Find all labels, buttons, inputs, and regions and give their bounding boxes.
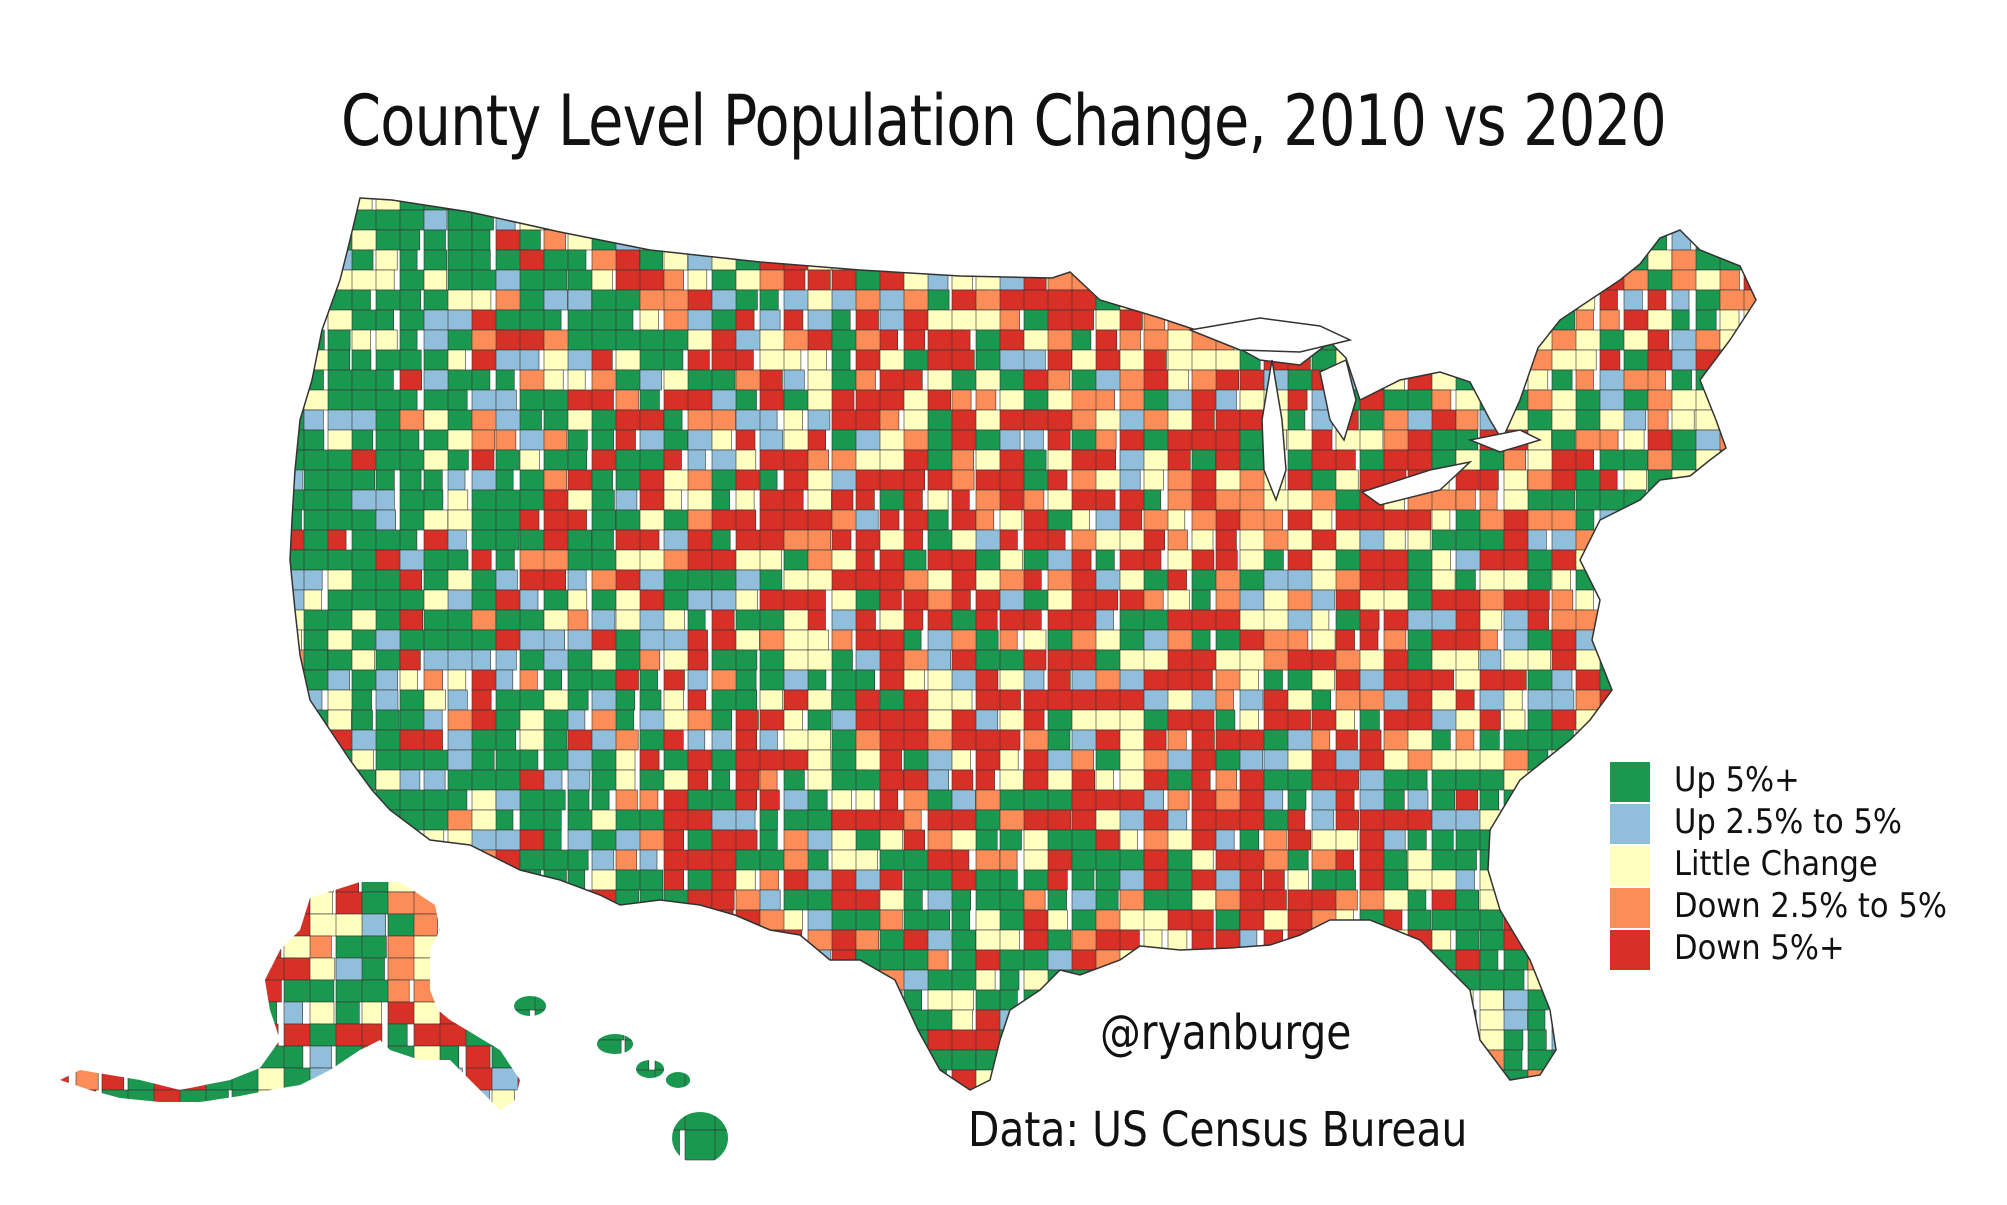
- legend-swatch: [1610, 846, 1650, 886]
- legend-label: Up 5%+: [1674, 760, 1800, 800]
- map-title: County Level Population Change, 2010 vs …: [341, 80, 1667, 162]
- legend-label: Down 5%+: [1674, 928, 1845, 968]
- legend-swatch: [1610, 930, 1650, 970]
- legend-swatch: [1610, 762, 1650, 802]
- legend-swatch: [1610, 804, 1650, 844]
- author-credit: @ryanburge: [1100, 1005, 1352, 1061]
- legend-swatch: [1610, 888, 1650, 928]
- data-source: Data: US Census Bureau: [968, 1102, 1468, 1158]
- legend-label: Little Change: [1674, 844, 1878, 884]
- legend-label: Up 2.5% to 5%: [1674, 802, 1903, 842]
- legend-label: Down 2.5% to 5%: [1674, 886, 1947, 926]
- great-lakes: [1187, 317, 1543, 506]
